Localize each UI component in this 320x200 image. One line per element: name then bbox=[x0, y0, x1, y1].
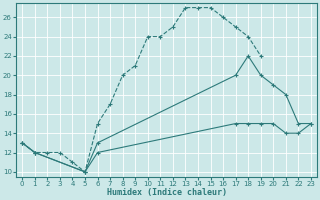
X-axis label: Humidex (Indice chaleur): Humidex (Indice chaleur) bbox=[107, 188, 227, 197]
